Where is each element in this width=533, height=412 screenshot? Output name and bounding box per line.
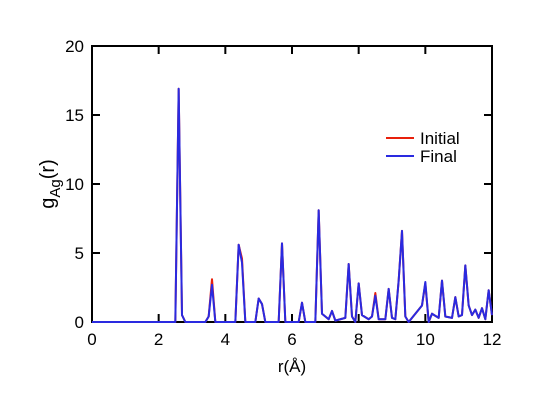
series-line (92, 87, 493, 323)
y-tick-label: 10 (65, 175, 84, 194)
plot-frame (91, 45, 493, 323)
y-tick-label: 15 (65, 106, 84, 125)
x-tick-label: 12 (483, 330, 502, 349)
x-tick-label: 2 (154, 330, 163, 349)
legend-label: Final (420, 147, 457, 166)
x-tick-label: 4 (221, 330, 230, 349)
x-tick-label: 8 (354, 330, 363, 349)
x-tick-label: 0 (87, 330, 96, 349)
y-label-main: g (37, 198, 59, 209)
y-tick-label: 5 (75, 244, 84, 263)
y-tick-label: 20 (65, 37, 84, 56)
x-tick-label: 6 (287, 330, 296, 349)
x-axis-label: r(Å) (278, 357, 306, 376)
series-line (92, 87, 493, 323)
x-tick-label: 10 (416, 330, 435, 349)
legend-label: Initial (420, 129, 460, 148)
y-tick-label: 0 (75, 313, 84, 332)
y-label-end: (r) (37, 159, 59, 179)
y-label-sub: Ag (47, 179, 64, 197)
y-axis-label: gAg(r) (37, 159, 64, 208)
